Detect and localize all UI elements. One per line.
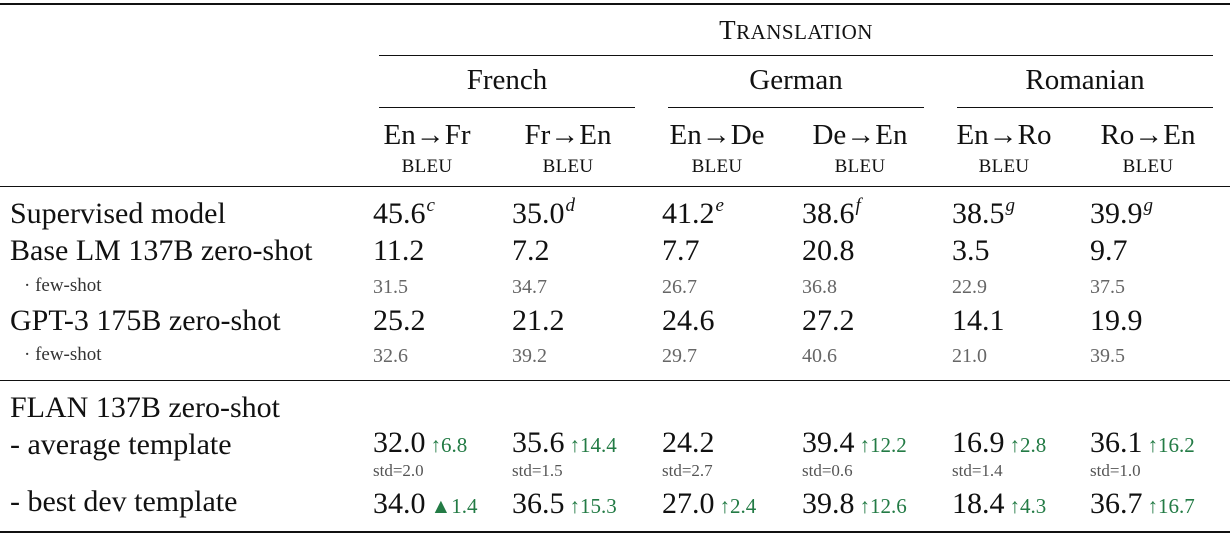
french-rule bbox=[379, 107, 635, 108]
table-cell: 27.2 bbox=[802, 304, 855, 337]
german-rule bbox=[668, 107, 924, 108]
table-cell: 16.9 ↑2.8 bbox=[952, 426, 1047, 459]
row-label: Base LM 137B zero-shot bbox=[10, 234, 313, 267]
table-cell: 11.2 bbox=[373, 234, 425, 267]
lang-german: German bbox=[749, 64, 843, 96]
table-cell-sub: 36.8 bbox=[802, 276, 837, 298]
table-cell-sub: 34.7 bbox=[512, 276, 547, 298]
flan-mid-rule bbox=[0, 380, 1230, 381]
delta-badge: ↑15.3 bbox=[569, 494, 617, 518]
col-header-metric: BLEU bbox=[542, 156, 594, 177]
table-cell: 45.6c bbox=[373, 195, 435, 230]
table-cell: 39.4 ↑12.2 bbox=[802, 426, 907, 459]
table-cell: 21.2 bbox=[512, 304, 565, 337]
delta-badge: ↑6.8 bbox=[430, 433, 468, 457]
table-cell: 20.8 bbox=[802, 234, 855, 267]
table-top-rule bbox=[0, 3, 1230, 5]
table-cell: 18.4 ↑4.3 bbox=[952, 487, 1047, 520]
table-cell: 24.2 bbox=[662, 426, 715, 459]
col-header-metric: BLEU bbox=[401, 156, 453, 177]
row-label: - average template bbox=[10, 428, 232, 461]
std-value: std=0.6 bbox=[802, 461, 853, 480]
row-label-sub: · few-shot bbox=[24, 344, 102, 365]
delta-badge: ↑4.3 bbox=[1009, 494, 1047, 518]
delta-badge: ↑14.4 bbox=[569, 433, 617, 457]
delta-badge: ↑2.8 bbox=[1009, 433, 1047, 457]
table-cell-sub: 39.5 bbox=[1090, 345, 1125, 367]
table-cell: 9.7 bbox=[1090, 234, 1128, 267]
row-label: - best dev template bbox=[10, 485, 238, 518]
table-cell-sub: 21.0 bbox=[952, 345, 987, 367]
flan-label: FLAN 137B zero-shot bbox=[10, 391, 280, 424]
std-value: std=1.5 bbox=[512, 461, 563, 480]
table-cell: 41.2e bbox=[662, 195, 724, 230]
group-header-initial: T bbox=[719, 15, 737, 45]
table-cell-sub: 26.7 bbox=[662, 276, 697, 298]
row-label: GPT-3 175B zero-shot bbox=[10, 304, 281, 337]
std-value: std=2.7 bbox=[662, 461, 713, 480]
group-header: TRANSLATION bbox=[379, 17, 1213, 44]
lang-french: French bbox=[466, 64, 548, 96]
col-header-dir: En→Ro bbox=[956, 119, 1052, 151]
delta-badge: ▲1.4 bbox=[430, 494, 478, 518]
col-header-metric: BLEU bbox=[691, 156, 743, 177]
table-cell: 34.0 ▲1.4 bbox=[373, 487, 478, 520]
table-cell-sub: 31.5 bbox=[373, 276, 408, 298]
std-value: std=1.0 bbox=[1090, 461, 1141, 480]
table-cell-sub: 39.2 bbox=[512, 345, 547, 367]
romanian-rule bbox=[957, 107, 1213, 108]
table-cell: 36.1 ↑16.2 bbox=[1090, 426, 1195, 459]
table-cell-sub: 22.9 bbox=[952, 276, 987, 298]
table-cell: 27.0 ↑2.4 bbox=[662, 487, 757, 520]
table-cell: 25.2 bbox=[373, 304, 426, 337]
table-cell: 19.9 bbox=[1090, 304, 1143, 337]
table-cell-sub: 40.6 bbox=[802, 345, 837, 367]
table-cell: 14.1 bbox=[952, 304, 1005, 337]
delta-badge: ↑12.2 bbox=[859, 433, 907, 457]
table-cell: 35.6 ↑14.4 bbox=[512, 426, 617, 459]
col-header-dir: En→De bbox=[669, 119, 765, 151]
lang-romanian: Romanian bbox=[1025, 64, 1145, 96]
std-value: std=2.0 bbox=[373, 461, 424, 480]
table-cell: 7.2 bbox=[512, 234, 550, 267]
std-value: std=1.4 bbox=[952, 461, 1003, 480]
table-cell-sub: 37.5 bbox=[1090, 276, 1125, 298]
group-rule bbox=[379, 55, 1213, 56]
table-cell: 32.0 ↑6.8 bbox=[373, 426, 468, 459]
delta-badge: ↑2.4 bbox=[719, 494, 757, 518]
header-mid-rule bbox=[0, 186, 1230, 187]
col-header-dir: Fr→En bbox=[524, 119, 612, 151]
col-header-dir: De→En bbox=[812, 119, 908, 151]
col-header-dir: En→Fr bbox=[383, 119, 471, 151]
table-cell-sub: 32.6 bbox=[373, 345, 408, 367]
delta-badge: ↑12.6 bbox=[859, 494, 907, 518]
table-cell: 3.5 bbox=[952, 234, 990, 267]
table-cell: 36.5 ↑15.3 bbox=[512, 487, 617, 520]
delta-badge: ↑16.7 bbox=[1147, 494, 1195, 518]
col-header-metric: BLEU bbox=[1122, 156, 1174, 177]
table-cell: 7.7 bbox=[662, 234, 700, 267]
col-header-metric: BLEU bbox=[834, 156, 886, 177]
table-cell: 39.9g bbox=[1090, 195, 1153, 230]
delta-badge: ↑16.2 bbox=[1147, 433, 1195, 457]
row-label: Supervised model bbox=[10, 197, 226, 230]
row-label-sub: · few-shot bbox=[24, 275, 102, 296]
table-cell: 35.0d bbox=[512, 195, 575, 230]
table-cell: 24.6 bbox=[662, 304, 715, 337]
table-cell: 38.6f bbox=[802, 195, 861, 230]
group-header-rest: RANSLATION bbox=[736, 20, 873, 44]
table-bottom-rule bbox=[0, 531, 1230, 533]
col-header-dir: Ro→En bbox=[1100, 119, 1196, 151]
col-header-metric: BLEU bbox=[978, 156, 1030, 177]
table-cell-sub: 29.7 bbox=[662, 345, 697, 367]
table-cell: 36.7 ↑16.7 bbox=[1090, 487, 1195, 520]
table-cell: 38.5g bbox=[952, 195, 1015, 230]
table-cell: 39.8 ↑12.6 bbox=[802, 487, 907, 520]
